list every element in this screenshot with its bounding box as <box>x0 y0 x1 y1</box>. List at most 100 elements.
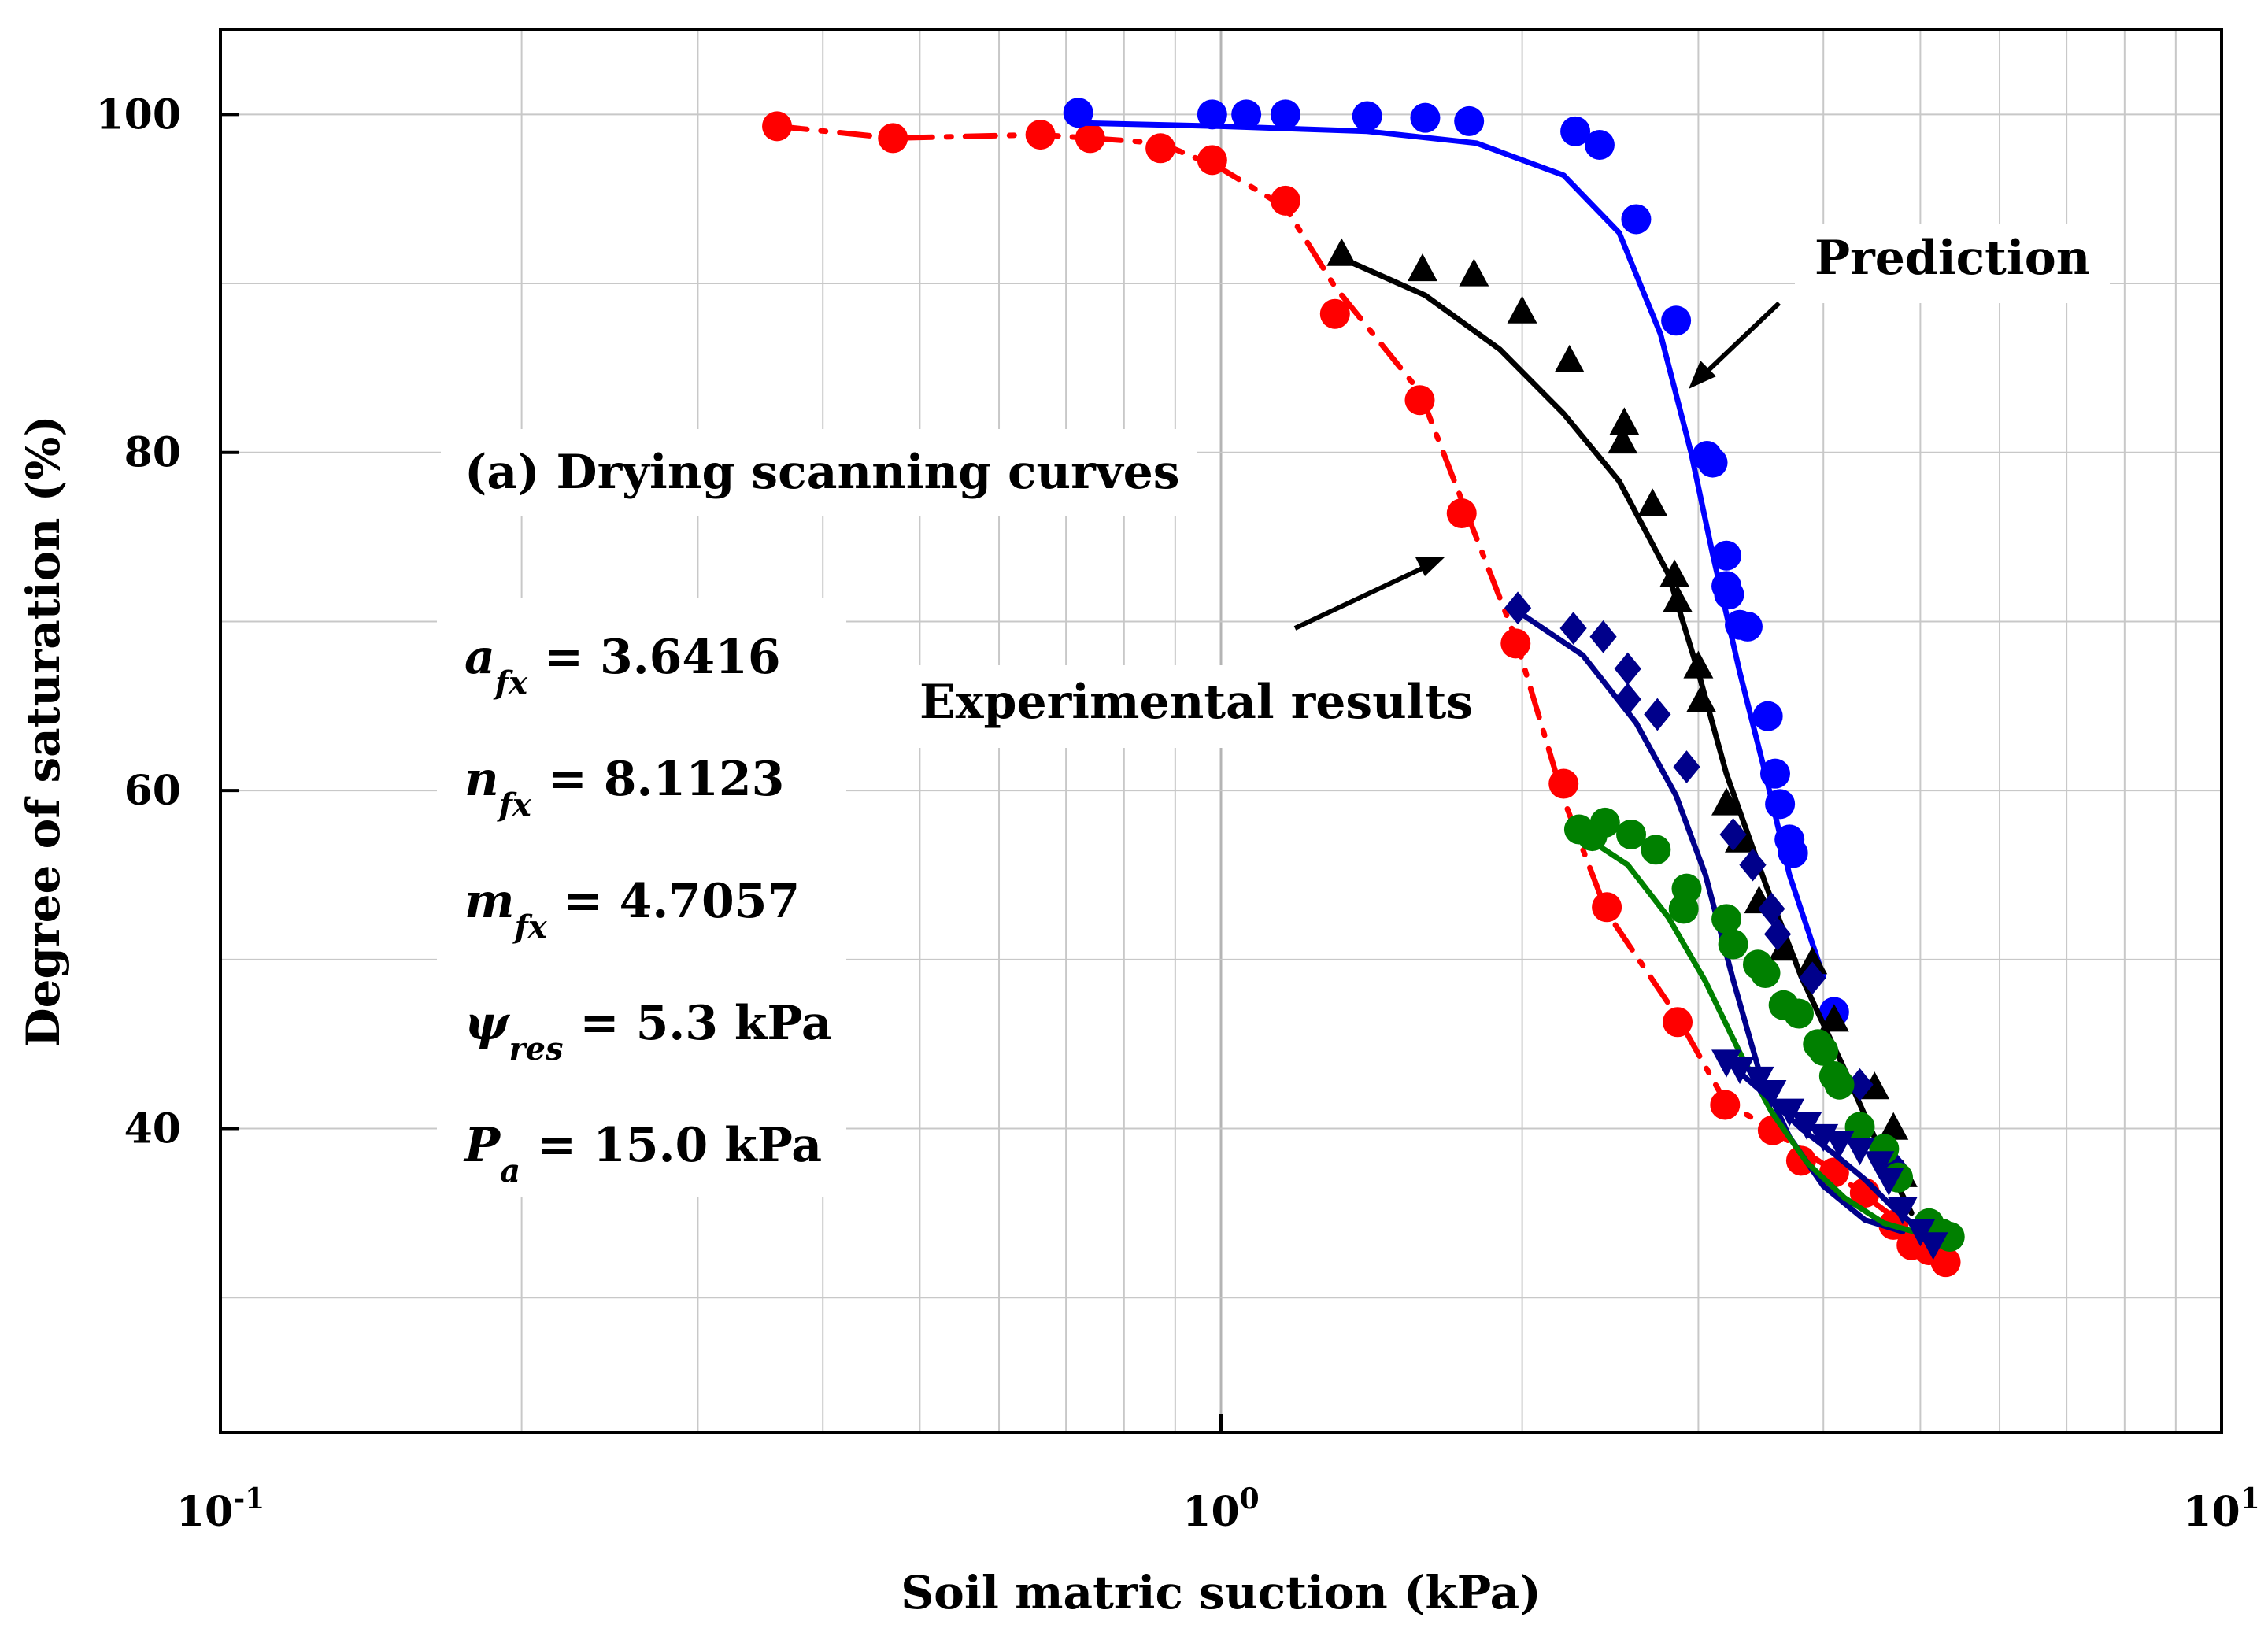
series-6-marker <box>1874 1168 1904 1196</box>
x-axis-title: Soil matric suction (kPa) <box>901 1566 1541 1619</box>
series-1-marker <box>1025 120 1056 150</box>
series-4-marker <box>1614 683 1641 716</box>
parameter-text: nfx = 8.1123 <box>464 752 784 823</box>
x-tick-label: 100 <box>1182 1482 1259 1536</box>
series-2-marker <box>1270 99 1300 130</box>
series-1-marker <box>1592 892 1622 923</box>
series-3-marker <box>1637 488 1668 516</box>
series-1-marker <box>1500 628 1531 659</box>
series-4-marker <box>1504 591 1532 625</box>
series-2-marker <box>1661 305 1692 336</box>
series-1-marker <box>1075 123 1105 154</box>
experimental-label: Experimental results <box>919 675 1473 730</box>
series-1-marker <box>1710 1090 1741 1120</box>
series-5-marker <box>1750 958 1781 989</box>
parameter-text: Pa = 15.0 kPa <box>463 1118 822 1190</box>
series-2-marker <box>1711 540 1742 571</box>
parameter-text: mfx = 4.7057 <box>464 874 800 946</box>
series-2-marker <box>1410 102 1441 133</box>
series-4-marker <box>1758 892 1785 926</box>
series-5-marker <box>1934 1221 1965 1252</box>
y-tick-label: 80 <box>124 429 181 477</box>
series-2-marker <box>1231 99 1262 130</box>
series-4-marker <box>1739 848 1767 882</box>
series-1-marker <box>878 123 908 154</box>
series-3-marker <box>1686 684 1717 712</box>
series-2-marker <box>1714 579 1744 610</box>
prediction-label: Prediction <box>1815 231 2090 286</box>
series-3-marker <box>1797 946 1828 975</box>
axes: 10-1 100 101 40 60 80 100 <box>95 91 2259 1536</box>
series-3-marker <box>1659 559 1690 587</box>
series-3-marker <box>1554 344 1585 373</box>
series-3-marker <box>1609 407 1640 435</box>
series-4-marker <box>1644 698 1671 731</box>
series-4-marker <box>1719 818 1747 851</box>
series-6-marker <box>1887 1197 1918 1225</box>
series-3-marker <box>1859 1071 1890 1100</box>
arrow-prediction <box>1689 301 1781 389</box>
series-2-marker <box>1697 447 1728 478</box>
label-background <box>905 665 1472 748</box>
y-tick-label: 100 <box>95 91 181 139</box>
series-3-marker <box>1711 787 1742 816</box>
label-background <box>441 429 1197 516</box>
series-4-marker <box>1589 620 1617 653</box>
series-1-marker <box>1548 768 1579 799</box>
series-4-marker <box>1799 961 1826 995</box>
series-5-marker <box>1718 929 1748 960</box>
series-3-marker <box>1608 425 1638 454</box>
x-tick-label: 10-1 <box>176 1482 265 1536</box>
series-2-marker <box>1560 116 1591 146</box>
parameters: afx = 3.6416 nfx = 8.1123 mfx = 4.7057 ψres… <box>463 630 832 1190</box>
series-6-marker <box>1918 1232 1948 1260</box>
series-2-marker <box>1063 98 1093 128</box>
series-2-marker <box>1765 789 1796 820</box>
series-2-marker <box>1621 204 1652 235</box>
series-3-marker <box>1459 258 1489 287</box>
series-5-fit-line <box>1576 830 1953 1240</box>
series-3-marker <box>1768 933 1799 961</box>
series-5-marker <box>1641 835 1671 865</box>
series-5-marker <box>1783 998 1814 1029</box>
series-1-marker <box>762 111 793 142</box>
series-6 <box>1711 1049 1948 1260</box>
series-5-marker <box>1808 1035 1839 1066</box>
series-2-marker <box>1352 101 1382 131</box>
series-5-marker <box>1711 904 1742 934</box>
series-4-marker <box>1673 750 1700 783</box>
series-3-marker <box>1407 253 1437 282</box>
x-tick-label: 101 <box>2183 1482 2259 1536</box>
chart-title: (a) Drying scanning curves <box>464 445 1180 500</box>
label-background <box>437 598 846 1197</box>
series-2-marker <box>1584 129 1615 160</box>
series-6-marker <box>1725 1057 1756 1085</box>
y-tick-label: 40 <box>124 1105 181 1153</box>
label-background <box>1795 224 2110 303</box>
series <box>762 98 1965 1278</box>
label-backgrounds <box>437 224 2110 1197</box>
series-1-marker <box>1663 1007 1693 1038</box>
series-5-marker <box>1824 1069 1855 1100</box>
series-3-marker <box>1683 650 1714 679</box>
series-4-marker <box>1763 917 1792 951</box>
series-3-marker <box>1878 1112 1909 1140</box>
series-3-marker <box>1818 1004 1849 1032</box>
series-6-marker <box>1774 1098 1805 1127</box>
series-4-marker <box>1559 612 1587 645</box>
series-1-marker <box>1446 498 1477 529</box>
series-4-marker <box>1846 1068 1874 1101</box>
y-tick-label: 60 <box>124 767 181 815</box>
series-4-marker <box>1614 652 1641 686</box>
series-1-marker <box>1404 385 1435 416</box>
series-2-marker <box>1732 611 1763 642</box>
series-6-marker <box>1756 1080 1787 1108</box>
series-2-marker <box>1454 105 1485 136</box>
series-1-marker <box>1145 133 1176 164</box>
arrow-experimental <box>1293 557 1445 631</box>
series-3-marker <box>1326 238 1357 266</box>
series-3-marker <box>1663 584 1693 612</box>
y-axis-title: Degree of saturation (%) <box>17 415 70 1047</box>
series-5-marker <box>1668 894 1699 924</box>
